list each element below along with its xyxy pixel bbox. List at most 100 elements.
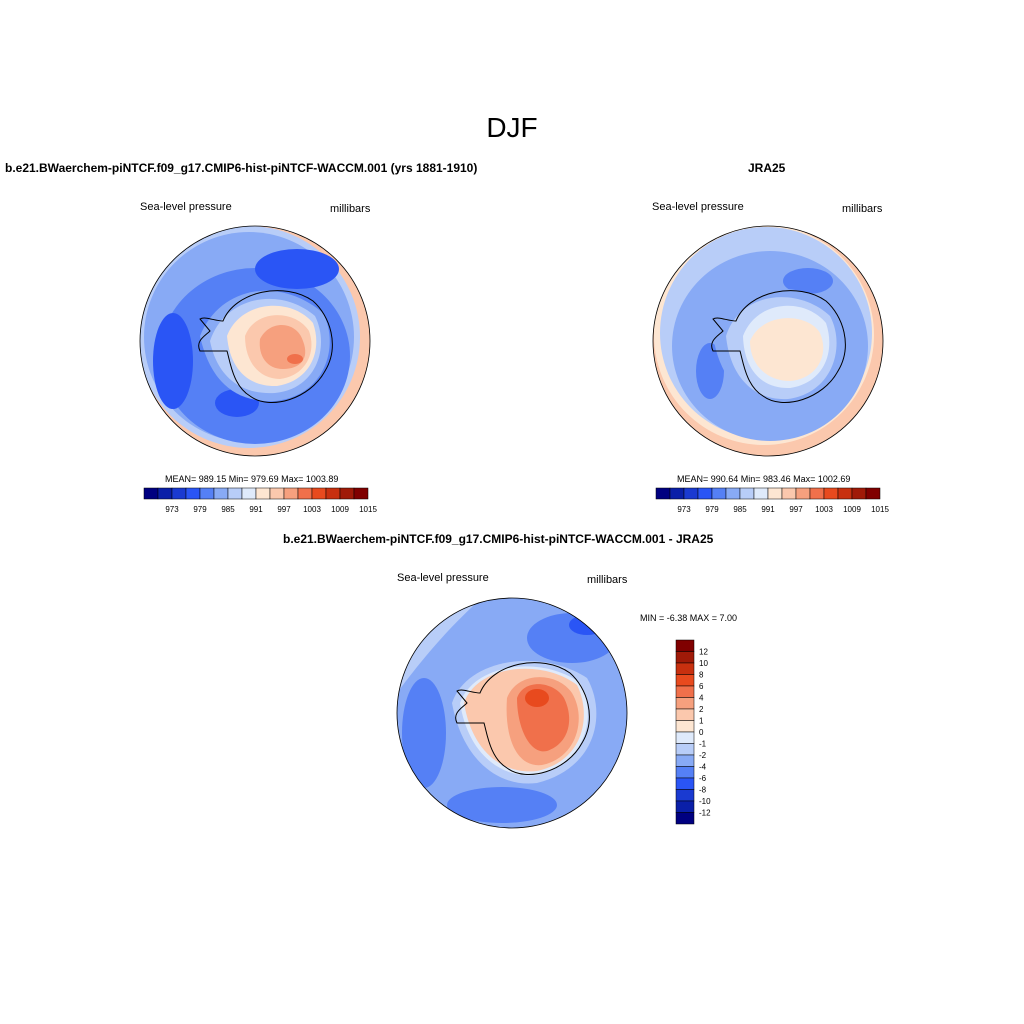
panel2-colorbar-swatch-15 <box>865 487 881 500</box>
panel2-colorbar-tick-label: 991 <box>761 505 775 514</box>
panel2-colorbar-swatch-12 <box>823 487 839 500</box>
panel1-title: b.e21.BWaerchem-piNTCF.f09_g17.CMIP6-his… <box>5 161 478 175</box>
panel3-colorbar-tick-label: 8 <box>699 671 704 680</box>
map-neg-atlantic <box>402 678 446 788</box>
antarctica-coastline <box>455 662 590 776</box>
panel2-colorbar-tick-label: 997 <box>789 505 803 514</box>
panel3-colorbar-swatch-7 <box>675 720 695 733</box>
panel3-colorbar-tick-label: 4 <box>699 694 704 703</box>
map-high-antarctic <box>750 318 824 381</box>
panel2-polar-map <box>652 225 884 457</box>
panel2-colorbar-swatch-2 <box>683 487 699 500</box>
panel2-colorbar-swatch-10 <box>795 487 811 500</box>
antarctica-coastline <box>711 290 846 404</box>
panel3-colorbar-tick-label: -10 <box>699 797 711 806</box>
panel1-polar-map <box>139 225 371 457</box>
panel2-colorbar-tick-label: 1003 <box>815 505 833 514</box>
panel1-colorbar-swatch-13 <box>325 487 341 500</box>
panel3-title: b.e21.BWaerchem-piNTCF.f09_g17.CMIP6-his… <box>283 532 714 546</box>
panel1-colorbar-swatch-7 <box>241 487 257 500</box>
map-low-pacific <box>783 268 833 294</box>
panel2-colorbar-swatch-0 <box>655 487 671 500</box>
panel3-colorbar-swatch-9 <box>675 743 695 756</box>
map-boundary <box>139 225 371 457</box>
map-low-atlantic <box>696 343 724 399</box>
map-boundary <box>652 225 884 457</box>
panel3-colorbar-tick-label: -1 <box>699 740 707 749</box>
panel3-colorbar-tick-label: -12 <box>699 809 711 818</box>
panel3-colorbar-tick-label: 6 <box>699 682 704 691</box>
panel3-colorbar-tick-label: -8 <box>699 786 707 795</box>
panel2-colorbar-swatch-1 <box>669 487 685 500</box>
panel3-variable: Sea-level pressure <box>397 572 489 584</box>
panel3-colorbar-swatch-14 <box>675 800 695 813</box>
panel3-colorbar-swatch-12 <box>675 777 695 790</box>
panel1-variable: Sea-level pressure <box>140 201 232 213</box>
map-high-core <box>287 354 303 364</box>
panel3-colorbar-swatch-6 <box>675 708 695 721</box>
antarctica-coastline <box>198 290 333 404</box>
panel1-colorbar-swatch-4 <box>199 487 215 500</box>
map-low-pacific <box>255 249 339 289</box>
panel2-colorbar-swatch-14 <box>851 487 867 500</box>
panel2-colorbar-swatch-4 <box>711 487 727 500</box>
panel3-stats: MIN = -6.38 MAX = 7.00 <box>640 613 738 623</box>
map-neg-core <box>569 615 605 635</box>
panel1-colorbar-tick-label: 991 <box>249 505 263 514</box>
panel1-colorbar-swatch-12 <box>311 487 327 500</box>
panel1-colorbar-tick-label: 997 <box>277 505 291 514</box>
panel1-colorbar-swatch-1 <box>157 487 173 500</box>
panel1-colorbar-swatch-9 <box>269 487 285 500</box>
panel1-colorbar-swatch-11 <box>297 487 313 500</box>
panel2-colorbar-swatch-7 <box>753 487 769 500</box>
panel1-colorbar-swatch-8 <box>255 487 271 500</box>
panel3-colorbar-swatch-5 <box>675 697 695 710</box>
panel1-colorbar-swatch-14 <box>339 487 355 500</box>
map-low-atlantic <box>153 313 193 409</box>
panel2-colorbar: 973 979 985 991 997 1003 1009 1015 <box>655 487 889 514</box>
panel2-colorbar-swatch-9 <box>781 487 797 500</box>
panel3-colorbar-swatch-15 <box>675 812 695 825</box>
panel3-colorbar-swatch-0 <box>675 639 695 652</box>
panel3-colorbar-tick-label: -2 <box>699 751 707 760</box>
panel3-colorbar-tick-label: -4 <box>699 763 707 772</box>
panel1-colorbar-swatch-3 <box>185 487 201 500</box>
panel2-colorbar-tick-label: 1015 <box>871 505 889 514</box>
panel1-colorbar-tick-label: 1015 <box>359 505 377 514</box>
panel2-colorbar-tick-label: 1009 <box>843 505 861 514</box>
panel3-colorbar-tick-label: 0 <box>699 728 704 737</box>
panel3-colorbar-tick-label: 12 <box>699 648 708 657</box>
panel1-colorbar-swatch-10 <box>283 487 299 500</box>
panel3-colorbar-swatch-1 <box>675 651 695 664</box>
panel2-colorbar-swatch-3 <box>697 487 713 500</box>
panel3-colorbar-swatch-10 <box>675 754 695 767</box>
panel2-units: millibars <box>842 203 883 215</box>
panel1-colorbar-tick-label: 973 <box>165 505 179 514</box>
panel3-colorbar-tick-label: 10 <box>699 659 708 668</box>
panel2-colorbar-swatch-8 <box>767 487 783 500</box>
panel1-colorbar-tick-label: 1009 <box>331 505 349 514</box>
panel3-polar-map <box>396 597 628 829</box>
panel2-colorbar-swatch-5 <box>725 487 741 500</box>
panel1-colorbar: 973 979 985 991 997 1003 1009 1015 <box>143 487 377 514</box>
panel1-colorbar-swatch-0 <box>143 487 159 500</box>
panel1-colorbar-tick-label: 1003 <box>303 505 321 514</box>
season-title: DJF <box>486 112 538 143</box>
panel1-colorbar-tick-label: 985 <box>221 505 235 514</box>
panel1-colorbar-tick-label: 979 <box>193 505 207 514</box>
panel2-colorbar-swatch-6 <box>739 487 755 500</box>
panel3-colorbar-swatch-13 <box>675 789 695 802</box>
panel2-colorbar-tick-label: 979 <box>705 505 719 514</box>
panel3-colorbar-tick-label: 2 <box>699 705 704 714</box>
panel2-colorbar-tick-label: 985 <box>733 505 747 514</box>
panel3-units: millibars <box>587 574 628 586</box>
panel3-colorbar-swatch-8 <box>675 731 695 744</box>
panel3-colorbar-swatch-2 <box>675 662 695 675</box>
panel1-colorbar-swatch-15 <box>353 487 369 500</box>
map-neg-south <box>447 787 557 823</box>
panel2-variable: Sea-level pressure <box>652 201 744 213</box>
panel3-colorbar-swatch-3 <box>675 674 695 687</box>
map-pos-core <box>525 689 549 707</box>
map-boundary <box>396 597 628 829</box>
